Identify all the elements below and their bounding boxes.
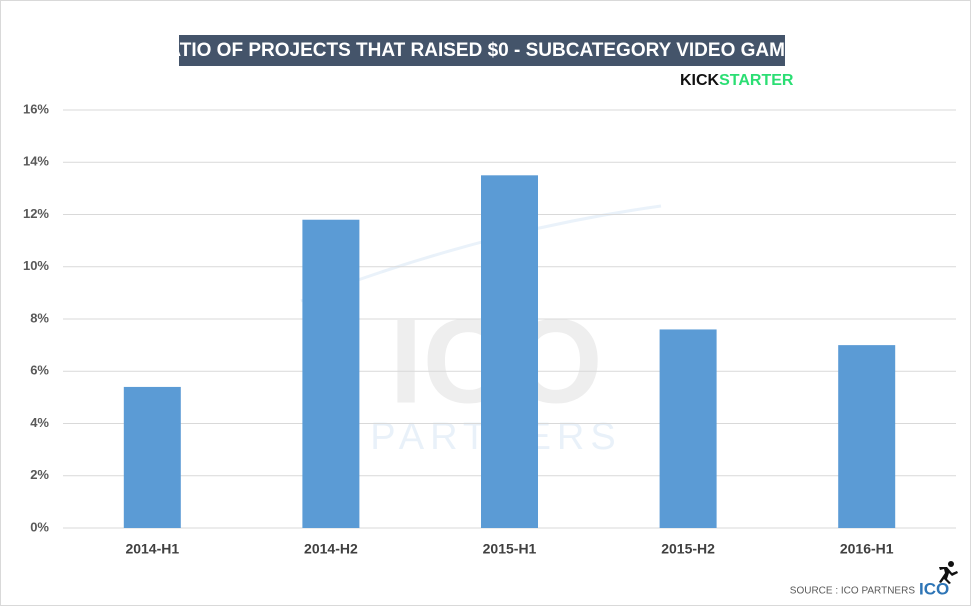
- y-tick-label: 2%: [30, 467, 49, 482]
- y-tick-label: 12%: [23, 206, 49, 221]
- x-tick-label: 2016-H1: [840, 541, 894, 557]
- bar: [838, 345, 896, 528]
- x-tick-label: 2015-H2: [661, 541, 715, 557]
- title-box: [179, 35, 785, 66]
- x-tick-label: 2014-H2: [304, 541, 358, 557]
- logo-starter: STARTER: [719, 72, 794, 89]
- source-logo: ICO: [919, 579, 949, 598]
- bar: [123, 386, 181, 528]
- runner-icon: [939, 561, 958, 584]
- kickstarter-logo: KICKSTARTER: [680, 72, 794, 89]
- y-tick-label: 8%: [30, 310, 49, 325]
- y-tick-label: 10%: [23, 258, 49, 273]
- y-tick-label: 6%: [30, 363, 49, 378]
- source: SOURCE : ICO PARTNERS: [790, 586, 916, 597]
- y-tick-label: 16%: [23, 101, 49, 116]
- x-tick-label: 2014-H1: [125, 541, 179, 557]
- y-tick-label: 4%: [30, 415, 49, 430]
- bar: [302, 219, 360, 528]
- chart-title: RATIO OF PROJECTS THAT RAISED $0 - SUBCA…: [154, 40, 811, 61]
- bar: [659, 329, 717, 528]
- x-tick-label: 2015-H1: [483, 541, 537, 557]
- y-tick-label: 0%: [30, 519, 49, 534]
- bar: [481, 175, 538, 528]
- logo-kick: KICK: [680, 72, 720, 89]
- y-tick-label: 14%: [23, 154, 49, 169]
